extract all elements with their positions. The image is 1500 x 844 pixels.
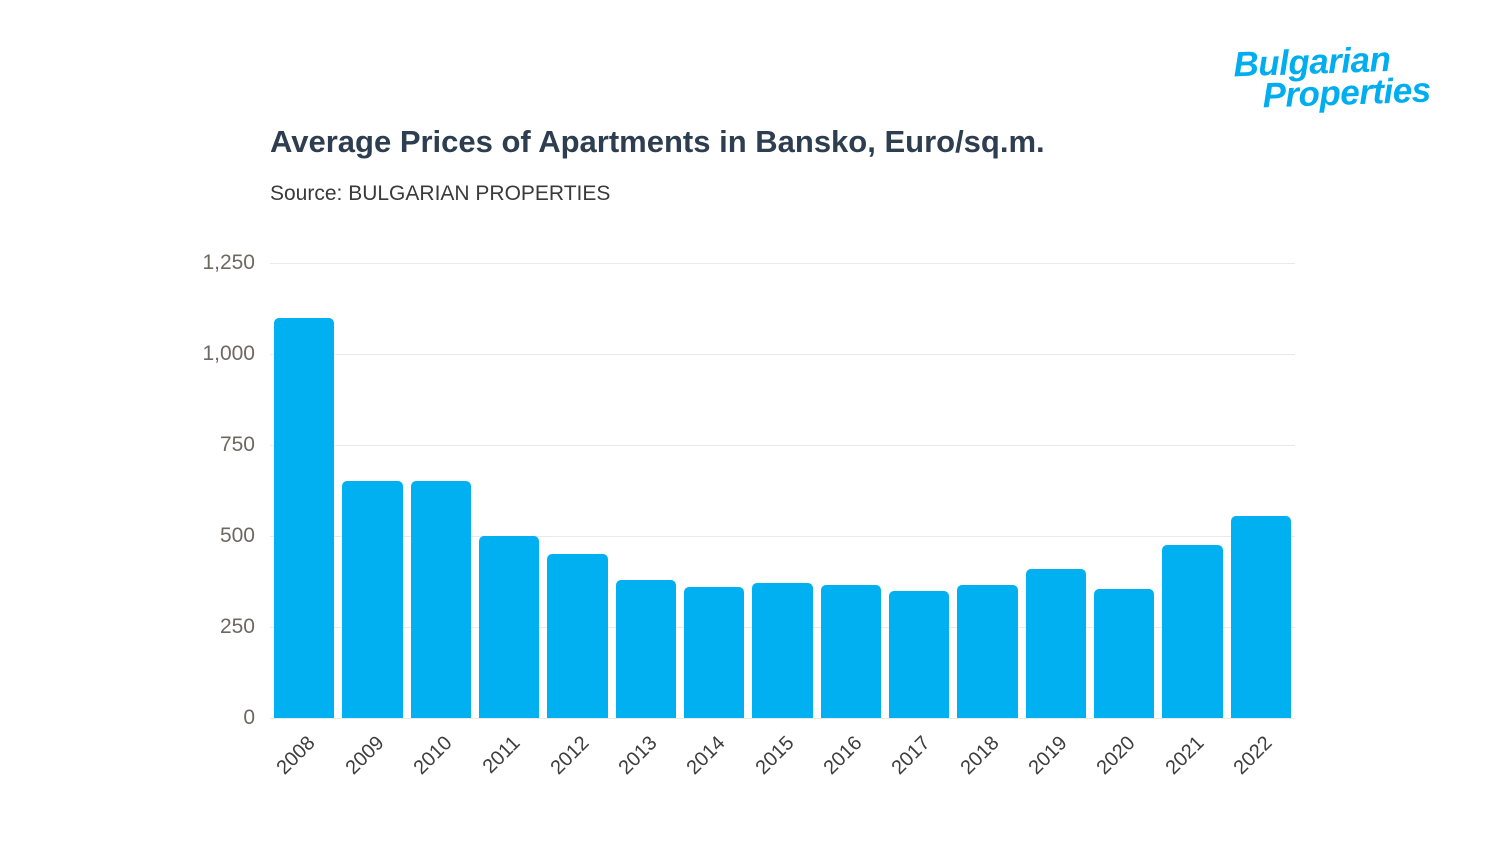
- bar-2012: [547, 554, 608, 718]
- y-axis-tick-label: 1,250: [202, 251, 255, 274]
- bulgarian-properties-logo: Bulgarian Properties: [1233, 40, 1432, 116]
- x-axis-tick-label: 2011: [478, 732, 525, 778]
- bar-2017: [889, 590, 950, 718]
- x-axis-tick-label: 2016: [819, 732, 867, 780]
- x-axis-tick-label: 2008: [272, 732, 320, 780]
- x-axis-tick-label: 2009: [341, 732, 389, 780]
- gridline: [270, 353, 1295, 355]
- bar-2019: [1025, 568, 1086, 718]
- bar-chart-plot-area: 0 250 500 750 1,000 1,250 2008 2009 2010 2011 2012…: [202, 251, 1295, 779]
- x-axis-tick-label: 2021: [1161, 732, 1209, 780]
- x-axis-tick-label: 2017: [887, 732, 935, 780]
- bar-2020: [1094, 588, 1155, 718]
- y-axis-tick-label: 0: [243, 706, 255, 729]
- bar-2011: [479, 536, 540, 718]
- y-axis-tick-label: 750: [219, 433, 255, 456]
- y-axis-tick-label: 250: [219, 615, 255, 638]
- x-axis-tick-label: 2020: [1092, 732, 1140, 780]
- bar-2016: [820, 585, 881, 718]
- bar-2018: [957, 585, 1018, 718]
- y-axis-tick-label: 1,000: [202, 342, 255, 365]
- x-axis-tick-label: 2018: [956, 732, 1004, 780]
- y-axis-tick-label: 500: [219, 524, 255, 547]
- bar-2009: [342, 481, 403, 718]
- chart-source: Source: BULGARIAN PROPERTIES: [270, 182, 611, 205]
- x-axis-tick-label: 2012: [546, 732, 594, 780]
- x-axis-tick-label: 2022: [1229, 732, 1277, 780]
- x-axis-tick-label: 2014: [682, 732, 730, 780]
- bar-2008: [274, 317, 335, 718]
- bar-2010: [410, 481, 471, 718]
- gridline: [270, 717, 1295, 719]
- bar-2014: [684, 586, 745, 718]
- gridline: [270, 263, 1295, 264]
- x-axis-tick-label: 2010: [409, 732, 457, 780]
- x-axis-tick-label: 2015: [751, 732, 799, 780]
- bar-2022: [1230, 515, 1291, 718]
- gridline: [270, 444, 1295, 446]
- bar-2013: [615, 579, 676, 718]
- gridline: [270, 535, 1295, 537]
- x-axis-tick-label: 2019: [1024, 732, 1072, 780]
- bar-2015: [752, 583, 813, 718]
- x-axis-tick-label: 2013: [614, 732, 662, 780]
- bar-2021: [1162, 545, 1223, 718]
- logo-word-properties: Properties: [1261, 70, 1432, 116]
- chart-title: Average Prices of Apartments in Bansko, …: [270, 124, 1045, 159]
